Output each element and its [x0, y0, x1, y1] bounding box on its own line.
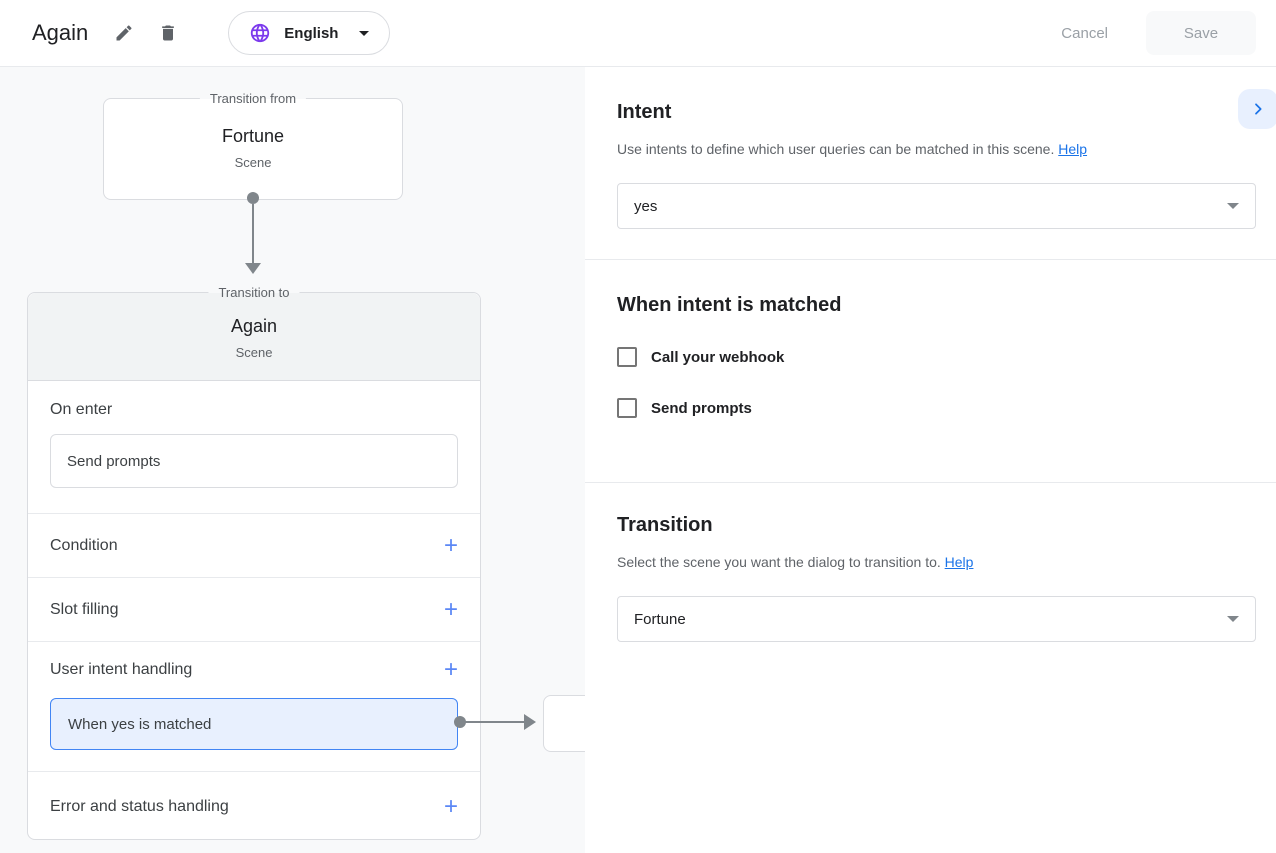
top-bar: Again English Cancel Save: [0, 0, 1276, 67]
error-status-section-row[interactable]: Error and status handling +: [28, 771, 480, 841]
edit-scene-button[interactable]: [106, 15, 142, 51]
intent-select[interactable]: yes: [617, 183, 1256, 229]
slot-filling-label: Slot filling: [50, 600, 119, 618]
intent-description-text: Use intents to define which user queries…: [617, 141, 1055, 157]
intent-description: Use intents to define which user queries…: [617, 141, 1256, 158]
transition-heading: Transition: [617, 514, 713, 536]
on-enter-section: On enter Send prompts: [28, 381, 480, 513]
add-condition-button[interactable]: +: [443, 531, 458, 559]
add-error-handler-button[interactable]: +: [443, 792, 458, 820]
user-intent-handling-label: User intent handling: [50, 661, 193, 678]
user-intent-handling-row[interactable]: User intent handling +: [28, 642, 480, 698]
caret-down-icon: [359, 30, 370, 36]
when-intent-matched-heading: When intent is matched: [617, 294, 842, 316]
transition-to-label: Transition to: [208, 284, 300, 302]
save-button[interactable]: Save: [1146, 11, 1256, 55]
intent-section: Intent Use intents to define which user …: [585, 67, 1276, 260]
arrow-right-icon: [524, 714, 536, 730]
on-enter-send-prompts-item[interactable]: Send prompts: [50, 434, 458, 488]
arrow-down-icon: [245, 263, 261, 274]
condition-label: Condition: [50, 536, 118, 554]
call-webhook-option[interactable]: Call your webhook: [617, 347, 1256, 367]
when-yes-is-matched-item[interactable]: When yes is matched: [50, 698, 458, 750]
user-intent-handling-section: User intent handling + When yes is match…: [28, 641, 480, 771]
connector-line-vertical: [252, 204, 254, 264]
transition-section: Transition Select the scene you want the…: [585, 483, 1276, 642]
page-title: Again: [32, 20, 89, 45]
transition-selected-value: Fortune: [634, 610, 686, 628]
chevron-right-icon: [1250, 101, 1266, 117]
delete-scene-button[interactable]: [150, 15, 186, 51]
call-webhook-checkbox[interactable]: [617, 347, 637, 367]
connector-dot: [247, 192, 259, 204]
caret-down-icon: [1227, 616, 1239, 622]
main-area: Transition from Fortune Scene Transition…: [0, 67, 1276, 853]
error-status-label: Error and status handling: [50, 797, 229, 815]
send-prompts-label: Send prompts: [651, 399, 752, 417]
transition-description: Select the scene you want the dialog to …: [617, 554, 1256, 571]
scene-card-header[interactable]: Again Scene: [28, 293, 480, 381]
intent-editor-panel: Intent Use intents to define which user …: [585, 67, 1276, 853]
cancel-button[interactable]: Cancel: [1043, 25, 1126, 42]
transition-description-text: Select the scene you want the dialog to …: [617, 554, 941, 570]
from-scene-type: Scene: [234, 155, 272, 170]
transition-to-card: Transition to Again Scene On enter Send …: [27, 284, 481, 841]
language-selector[interactable]: English: [228, 11, 391, 55]
collapse-panel-button[interactable]: [1238, 89, 1276, 129]
send-prompts-checkbox[interactable]: [617, 398, 637, 418]
connector-line-horizontal: [460, 721, 528, 723]
scene-graph-canvas: Transition from Fortune Scene Transition…: [0, 67, 633, 853]
intent-selected-value: yes: [634, 197, 658, 215]
language-label: English: [284, 24, 339, 42]
to-scene-type: Scene: [235, 345, 273, 360]
to-scene-name: Again: [230, 316, 278, 336]
transition-scene-select[interactable]: Fortune: [617, 596, 1256, 642]
globe-icon: [249, 22, 271, 44]
add-intent-handler-button[interactable]: +: [443, 656, 458, 683]
transition-from-label: Transition from: [199, 90, 307, 108]
caret-down-icon: [1227, 203, 1239, 209]
transition-from-card[interactable]: Transition from Fortune Scene: [103, 90, 403, 200]
slot-filling-section-row[interactable]: Slot filling +: [28, 577, 480, 641]
call-webhook-label: Call your webhook: [651, 348, 785, 366]
on-enter-title: On enter: [50, 401, 113, 418]
intent-help-link[interactable]: Help: [1058, 141, 1088, 157]
add-slot-button[interactable]: +: [443, 595, 458, 623]
pencil-icon: [114, 23, 134, 43]
trash-icon: [158, 23, 178, 43]
transition-help-link[interactable]: Help: [944, 554, 974, 570]
from-scene-name: Fortune: [221, 126, 285, 146]
when-intent-matched-section: When intent is matched Call your webhook…: [585, 260, 1276, 483]
send-prompts-option[interactable]: Send prompts: [617, 398, 1256, 418]
condition-section-row[interactable]: Condition +: [28, 513, 480, 577]
intent-heading: Intent: [617, 101, 672, 123]
